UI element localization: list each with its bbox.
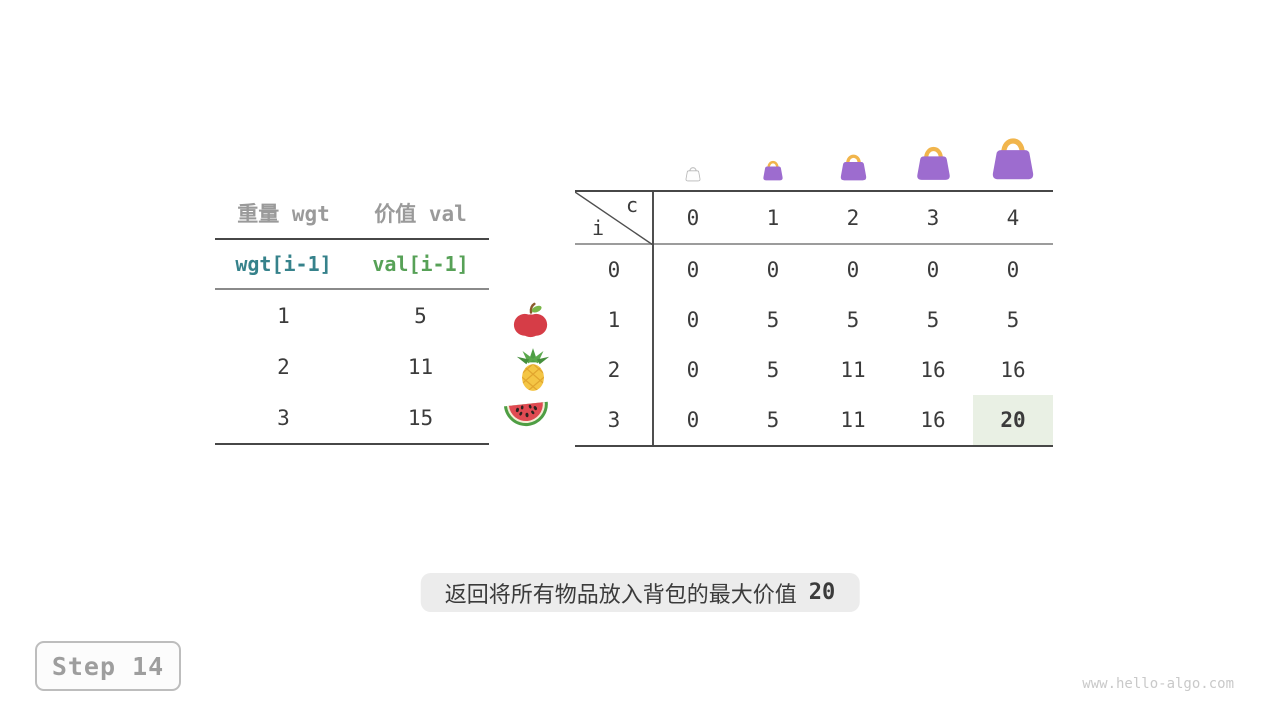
dp-cell: 0 <box>846 258 860 282</box>
dp-col-header: 0 <box>686 205 700 230</box>
dp-row-label: 2 <box>607 358 621 382</box>
dp-cell: 16 <box>920 408 946 432</box>
wgt-index-label: wgt[i-1] <box>235 252 332 276</box>
dp-cell: 0 <box>926 258 940 282</box>
item-weight: 1 <box>277 303 290 328</box>
dp-cell: 0 <box>686 408 700 432</box>
item-row-pineapple: 2 11 <box>215 341 489 392</box>
step-badge-label: Step 14 <box>51 651 165 681</box>
bag-icon <box>917 146 950 180</box>
dp-cell: 5 <box>766 308 780 332</box>
item-table-index-row: wgt[i-1] val[i-1] <box>215 240 489 290</box>
apple-icon <box>513 302 548 338</box>
dp-cell: 0 <box>686 308 700 332</box>
dp-col-header: 1 <box>766 205 780 230</box>
dp-table-vertical-divider <box>652 192 654 445</box>
diagonal-divider <box>575 192 653 245</box>
dp-cell: 16 <box>920 358 946 382</box>
pineapple-icon <box>516 348 550 391</box>
dp-row-label: 3 <box>607 408 621 432</box>
item-row-apple: 1 5 <box>215 290 489 341</box>
dp-table-row: 2 0 5 11 16 16 <box>575 345 1053 395</box>
capacity-variable-label: c <box>625 193 638 217</box>
dp-cell: 0 <box>1006 258 1020 282</box>
dp-table-header-row: c i 0 1 2 3 4 <box>575 192 1053 245</box>
item-value: 5 <box>414 303 427 328</box>
caption-result-value: 20 <box>808 580 836 605</box>
site-watermark: www.hello-algo.com <box>1082 676 1234 692</box>
dp-cell: 5 <box>766 358 780 382</box>
bag-icon <box>763 160 783 181</box>
bag-outline-icon <box>685 167 701 182</box>
dp-table-row: 3 0 5 11 16 20 <box>575 395 1053 445</box>
item-table: 重量 wgt 价值 val wgt[i-1] val[i-1] 1 5 2 11… <box>215 188 489 445</box>
dp-cell: 0 <box>686 258 700 282</box>
item-table-body: 1 5 2 11 3 15 <box>215 290 489 445</box>
dp-col-header: 3 <box>926 205 940 230</box>
dp-table-row: 0 0 0 0 0 0 <box>575 245 1053 295</box>
item-weight: 2 <box>277 354 290 379</box>
bag-icon <box>992 138 1034 180</box>
value-column-header: 价值 val <box>374 202 467 226</box>
item-value: 11 <box>407 354 434 379</box>
step-badge: Step 14 <box>35 641 181 691</box>
item-weight: 3 <box>277 405 290 430</box>
dp-cell: 5 <box>846 308 860 332</box>
dp-table-row: 1 0 5 5 5 5 <box>575 295 1053 345</box>
caption-text: 返回将所有物品放入背包的最大价值 <box>444 581 797 607</box>
weight-column-header: 重量 wgt <box>237 202 330 226</box>
dp-row-label: 0 <box>607 258 621 282</box>
dp-cell: 5 <box>926 308 940 332</box>
watermelon-icon <box>503 401 548 427</box>
dp-col-header: 4 <box>1006 205 1020 230</box>
val-index-label: val[i-1] <box>372 252 469 276</box>
dp-cell: 11 <box>840 408 866 432</box>
item-value: 15 <box>407 405 434 430</box>
dp-cell: 5 <box>1006 308 1020 332</box>
dp-cell: 0 <box>686 358 700 382</box>
item-row-watermelon: 3 15 <box>215 392 489 443</box>
item-table-header: 重量 wgt 价值 val <box>215 188 489 240</box>
dp-row-label: 1 <box>607 308 621 332</box>
dp-cell: 0 <box>766 258 780 282</box>
dp-col-header: 2 <box>846 205 860 230</box>
dp-corner-cell: c i <box>575 192 653 245</box>
dp-table: c i 0 1 2 3 4 0 0 0 0 0 0 1 0 5 5 5 5 2 <box>575 190 1053 447</box>
item-variable-label: i <box>592 216 605 240</box>
dp-cell: 11 <box>840 358 866 382</box>
dp-cell: 5 <box>766 408 780 432</box>
dp-cell: 16 <box>1000 358 1026 382</box>
bag-icon <box>840 154 867 181</box>
step-caption: 返回将所有物品放入背包的最大价值 20 <box>420 573 860 612</box>
dp-cell-result-highlight: 20 <box>973 395 1053 445</box>
